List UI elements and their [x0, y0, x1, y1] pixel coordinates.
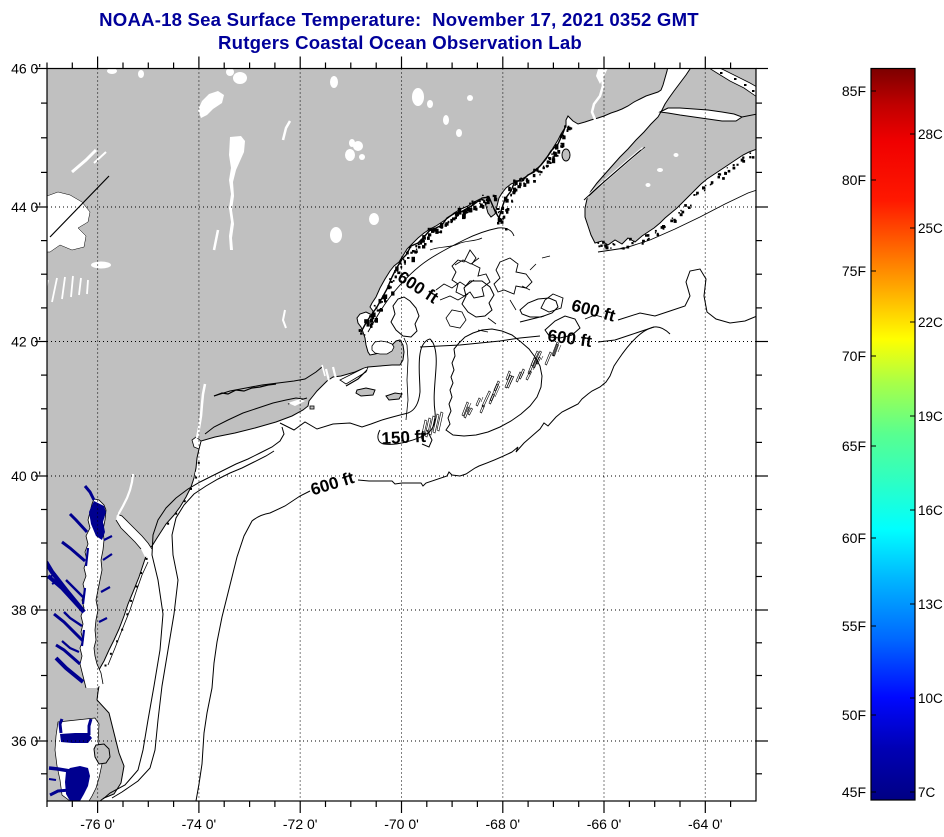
svg-text:65F: 65F [842, 438, 866, 454]
svg-text:85F: 85F [842, 83, 866, 99]
svg-text:42 0': 42 0' [11, 334, 41, 350]
svg-text:75F: 75F [842, 263, 866, 279]
svg-text:80F: 80F [842, 172, 866, 188]
svg-text:46 0': 46 0' [11, 61, 41, 77]
svg-text:55F: 55F [842, 618, 866, 634]
svg-text:25C: 25C [918, 221, 943, 236]
svg-text:28C: 28C [918, 127, 943, 142]
svg-text:44 0': 44 0' [11, 199, 41, 215]
svg-text:-74 0': -74 0' [182, 816, 217, 832]
svg-text:-68 0': -68 0' [486, 816, 521, 832]
svg-text:40 0': 40 0' [11, 468, 41, 484]
svg-text:16C: 16C [918, 503, 943, 518]
svg-text:60F: 60F [842, 530, 866, 546]
svg-text:-70 0': -70 0' [384, 816, 419, 832]
svg-text:70F: 70F [842, 348, 866, 364]
svg-text:150 ft: 150 ft [381, 427, 427, 448]
svg-text:36 0': 36 0' [11, 733, 41, 749]
svg-text:NOAA-18 Sea Surface Temperatur: NOAA-18 Sea Surface Temperature: Novembe… [99, 9, 699, 30]
svg-text:13C: 13C [918, 597, 943, 612]
svg-text:45F: 45F [842, 784, 866, 800]
svg-text:Rutgers Coastal Ocean Observat: Rutgers Coastal Ocean Observation Lab [218, 32, 582, 53]
svg-text:-72 0': -72 0' [283, 816, 318, 832]
svg-text:10C: 10C [918, 691, 943, 706]
svg-text:7C: 7C [918, 785, 936, 800]
svg-text:38 0': 38 0' [11, 602, 41, 618]
svg-text:-76 0': -76 0' [80, 816, 115, 832]
svg-text:22C: 22C [918, 315, 943, 330]
svg-text:50F: 50F [842, 707, 866, 723]
svg-text:19C: 19C [918, 409, 943, 424]
svg-text:-64 0': -64 0' [688, 816, 723, 832]
svg-text:-66 0': -66 0' [587, 816, 622, 832]
